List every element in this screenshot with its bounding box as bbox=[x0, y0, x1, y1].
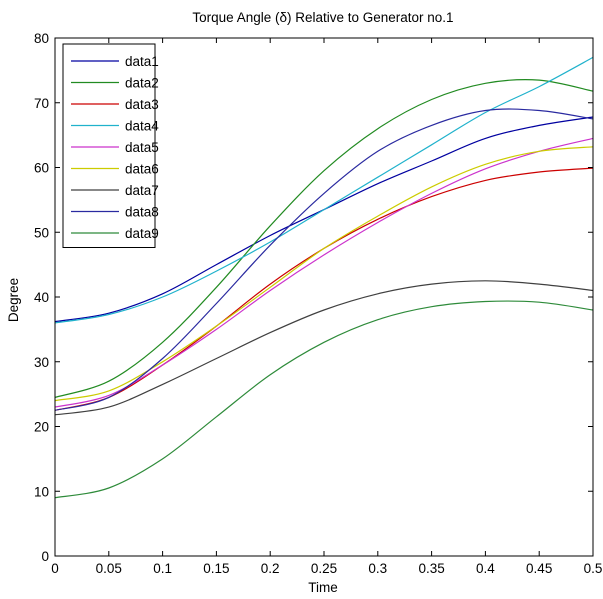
x-tick-label: 0.4 bbox=[476, 561, 495, 576]
y-tick-label: 10 bbox=[34, 484, 49, 499]
series-line-data5 bbox=[54, 137, 594, 408]
legend-label-data1: data1 bbox=[125, 54, 159, 69]
y-tick-label: 20 bbox=[34, 420, 49, 435]
x-tick-label: 0.1 bbox=[153, 561, 172, 576]
legend-label-data6: data6 bbox=[125, 162, 159, 177]
legend-label-data5: data5 bbox=[125, 140, 159, 155]
x-tick-label: 0.05 bbox=[96, 561, 122, 576]
legend-box bbox=[62, 43, 156, 248]
plot-area-frame bbox=[54, 37, 594, 557]
y-tick-label: 50 bbox=[34, 225, 49, 240]
plot-lines bbox=[54, 56, 594, 499]
axis-ticks: 0 0.05 0.1 0.15 0.2 0.25 0.3 0.35 0.4 0.45 0.5 0 10 2… bbox=[34, 31, 602, 576]
series-line-data9 bbox=[54, 300, 594, 499]
series-line-data7 bbox=[54, 280, 594, 416]
legend-label-data7: data7 bbox=[125, 183, 159, 198]
legend-label-data2: data2 bbox=[125, 76, 159, 91]
legend-label-data9: data9 bbox=[125, 226, 159, 241]
legend: data1 data2 data3 data4 data5 data6 data7 data8… bbox=[62, 43, 159, 248]
x-tick-label: 0.3 bbox=[368, 561, 387, 576]
series-line-data2 bbox=[54, 79, 594, 398]
y-tick-label: 0 bbox=[41, 549, 49, 564]
y-tick-label: 60 bbox=[34, 161, 49, 176]
x-tick-label: 0.35 bbox=[418, 561, 444, 576]
y-tick-label: 40 bbox=[34, 290, 49, 305]
x-tick-label: 0.25 bbox=[311, 561, 337, 576]
series-line-data4 bbox=[54, 56, 594, 324]
y-axis-label: Degree bbox=[6, 278, 21, 322]
y-tick-label: 80 bbox=[34, 31, 49, 46]
series-line-data8 bbox=[54, 108, 594, 411]
x-tick-label: 0.2 bbox=[261, 561, 280, 576]
legend-label-data8: data8 bbox=[125, 205, 159, 220]
legend-label-data3: data3 bbox=[125, 97, 159, 112]
x-tick-label: 0 bbox=[51, 561, 59, 576]
chart-title: Torque Angle (δ) Relative to Generator n… bbox=[192, 10, 453, 25]
x-tick-label: 0.5 bbox=[584, 561, 603, 576]
y-tick-label: 70 bbox=[34, 96, 49, 111]
legend-label-data4: data4 bbox=[125, 119, 159, 134]
y-tick-label: 30 bbox=[34, 355, 49, 370]
x-axis-label: Time bbox=[308, 580, 338, 595]
x-tick-label: 0.15 bbox=[203, 561, 229, 576]
x-tick-label: 0.45 bbox=[526, 561, 552, 576]
